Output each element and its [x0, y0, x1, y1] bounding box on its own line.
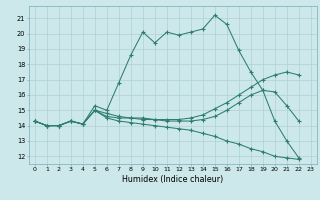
X-axis label: Humidex (Indice chaleur): Humidex (Indice chaleur): [122, 175, 223, 184]
